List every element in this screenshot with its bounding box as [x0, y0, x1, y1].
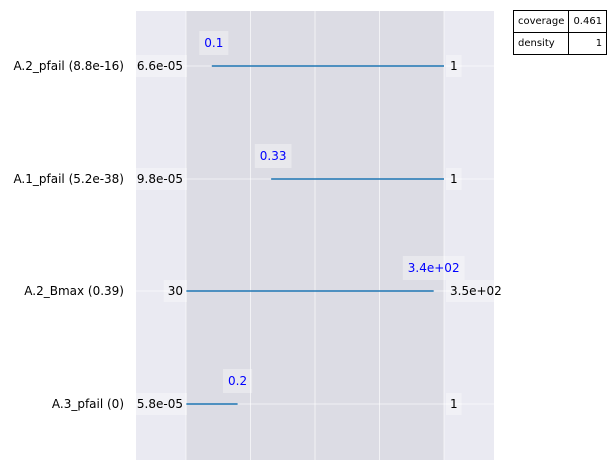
box-upper-label-background [223, 369, 253, 393]
row-label: A.3_pfail (0) [52, 397, 124, 411]
lower-bound-label-group: 30 [163, 280, 187, 302]
stats-row: density 1 [512, 32, 608, 55]
row-1: A.1_pfail (5.2e-38) 9.8e-05 1 0.33 [13, 144, 462, 190]
stats-value: 1 [568, 32, 608, 55]
box-lower-label-group: 0.33 [254, 144, 292, 168]
upper-bound-label: 3.5e+02 [450, 284, 502, 298]
row-label: A.1_pfail (5.2e-38) [13, 172, 124, 186]
lower-bound-label: 5.8e-05 [137, 397, 183, 411]
upper-bound-label-group: 1 [446, 55, 462, 77]
lower-bound-label-group: 6.6e-05 [132, 55, 187, 77]
box-upper-label-group: 3.4e+02 [402, 256, 465, 280]
lower-bound-label-group: 5.8e-05 [132, 393, 187, 415]
upper-bound-label: 1 [450, 59, 458, 73]
upper-bound-label-background [446, 55, 462, 77]
row-3: A.3_pfail (0) 5.8e-05 1 0.2 [52, 369, 462, 415]
row-label: A.2_Bmax (0.39) [24, 284, 124, 298]
upper-bound-label-background [446, 393, 462, 415]
box-lower-label-background [199, 31, 229, 55]
box-lower-label: 0.33 [260, 149, 287, 163]
box-lower-label: 0.1 [204, 36, 223, 50]
upper-bound-label: 1 [450, 172, 458, 186]
stats-row: coverage 0.461 [512, 10, 608, 33]
lower-bound-label-background [132, 393, 187, 415]
upper-bound-label-background [446, 168, 462, 190]
upper-bound-label-background [446, 280, 506, 302]
row-label: A.2_pfail (8.8e-16) [13, 59, 124, 73]
row-2: A.2_Bmax (0.39) 30 3.5e+02 3.4e+02 [24, 256, 506, 302]
lower-bound-label-background [132, 168, 187, 190]
stats-value: 0.461 [568, 10, 608, 33]
upper-bound-label: 1 [450, 397, 458, 411]
row-label-group: A.2_Bmax (0.39) [24, 284, 124, 298]
lower-bound-label: 9.8e-05 [137, 172, 183, 186]
stats-table: coverage 0.461 density 1 [512, 10, 608, 55]
row-layer: A.2_pfail (8.8e-16) 6.6e-05 1 0.1 A.1_pfail … [13, 31, 506, 415]
plot-background-layer [136, 11, 494, 460]
row-label-group: A.2_pfail (8.8e-16) [13, 59, 124, 73]
box-upper-label: 0.2 [228, 374, 247, 388]
lower-bound-label-group: 9.8e-05 [132, 168, 187, 190]
box-upper-label-group: 0.2 [223, 369, 253, 393]
lower-bound-label-background [163, 280, 187, 302]
lower-bound-label-background [132, 55, 187, 77]
stats-table-body: coverage 0.461 density 1 [512, 10, 608, 55]
box-upper-label: 3.4e+02 [408, 261, 460, 275]
row-label-group: A.3_pfail (0) [52, 397, 124, 411]
box-upper-label-background [402, 256, 465, 280]
stats-key: density [512, 32, 570, 55]
box-lower-label-background [254, 144, 292, 168]
upper-bound-label-group: 1 [446, 393, 462, 415]
stats-key: coverage [512, 10, 570, 33]
row-0: A.2_pfail (8.8e-16) 6.6e-05 1 0.1 [13, 31, 462, 77]
lower-bound-label: 30 [168, 284, 183, 298]
upper-bound-label-group: 1 [446, 168, 462, 190]
upper-bound-label-group: 3.5e+02 [446, 280, 506, 302]
box-lower-label-group: 0.1 [199, 31, 229, 55]
lower-bound-label: 6.6e-05 [137, 59, 183, 73]
row-label-group: A.1_pfail (5.2e-38) [13, 172, 124, 186]
